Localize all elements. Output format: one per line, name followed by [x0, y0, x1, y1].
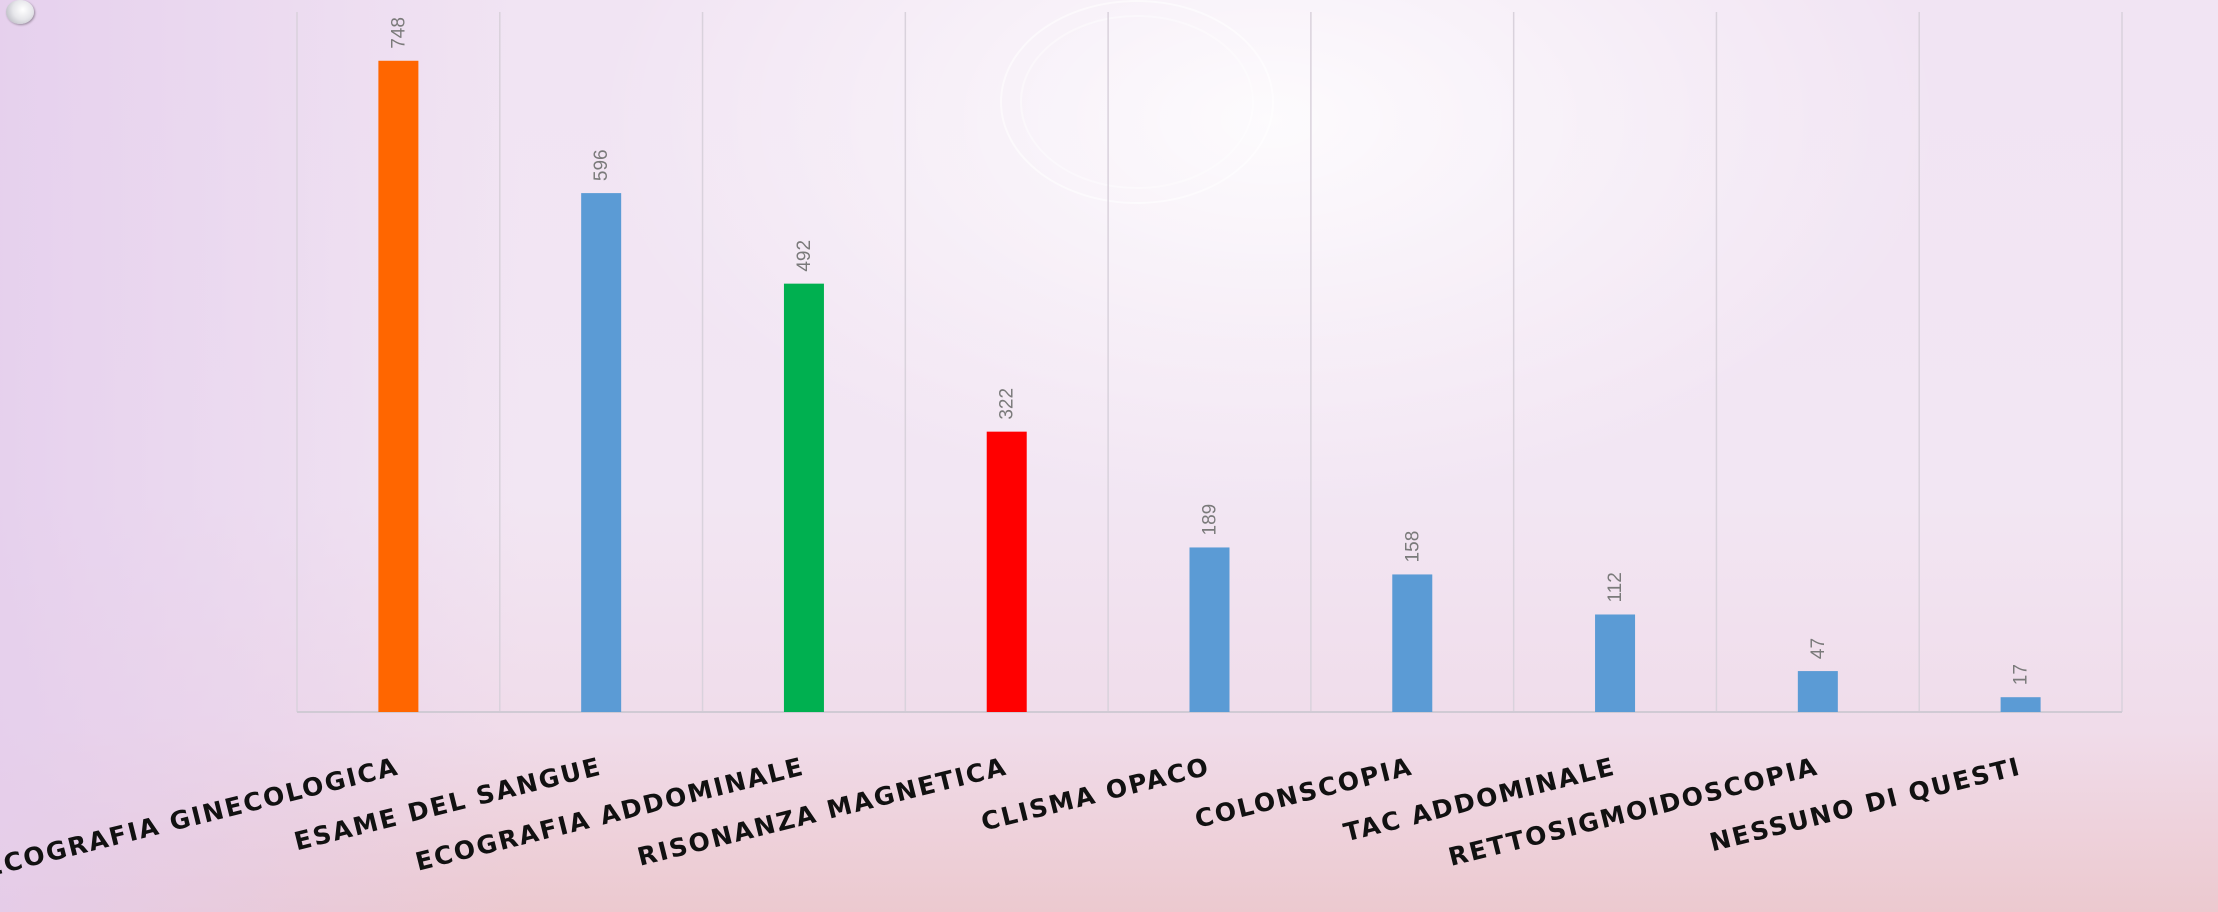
gridlines	[296, 12, 2123, 713]
bar	[1392, 574, 1433, 712]
data-label: 748	[388, 17, 409, 49]
bar	[1189, 547, 1230, 712]
bar	[986, 431, 1027, 712]
bars	[378, 60, 2041, 713]
bar	[2000, 697, 2041, 712]
value-labels: 748 596 492 322 189 158 112 47 17	[388, 17, 2031, 685]
background-ring	[1000, 0, 1274, 204]
data-label: 322	[997, 388, 1018, 420]
category-label: CLISMA OPACO	[978, 752, 1213, 837]
data-label: 47	[1808, 638, 1829, 659]
bar	[378, 60, 419, 712]
bar	[1595, 614, 1636, 712]
category-label: RETTOSIGMOIDOSCOPIA	[1445, 752, 1821, 872]
corner-bullet-icon	[6, 0, 34, 24]
category-label: ECOGRAFIA ADDOMINALE	[412, 752, 807, 877]
data-label: 189	[1200, 504, 1221, 536]
data-label: 492	[794, 240, 815, 272]
data-label: 112	[1605, 572, 1626, 602]
background-shade	[0, 0, 520, 912]
data-label: 158	[1402, 531, 1423, 563]
category-label: RISONANZA MAGNETICA	[634, 752, 1010, 872]
bar	[783, 283, 824, 712]
background-ring-inner	[1020, 15, 1254, 189]
data-label: 596	[591, 149, 612, 181]
bar	[1797, 671, 1838, 712]
data-label: 17	[2011, 664, 2032, 685]
bar	[581, 193, 622, 713]
